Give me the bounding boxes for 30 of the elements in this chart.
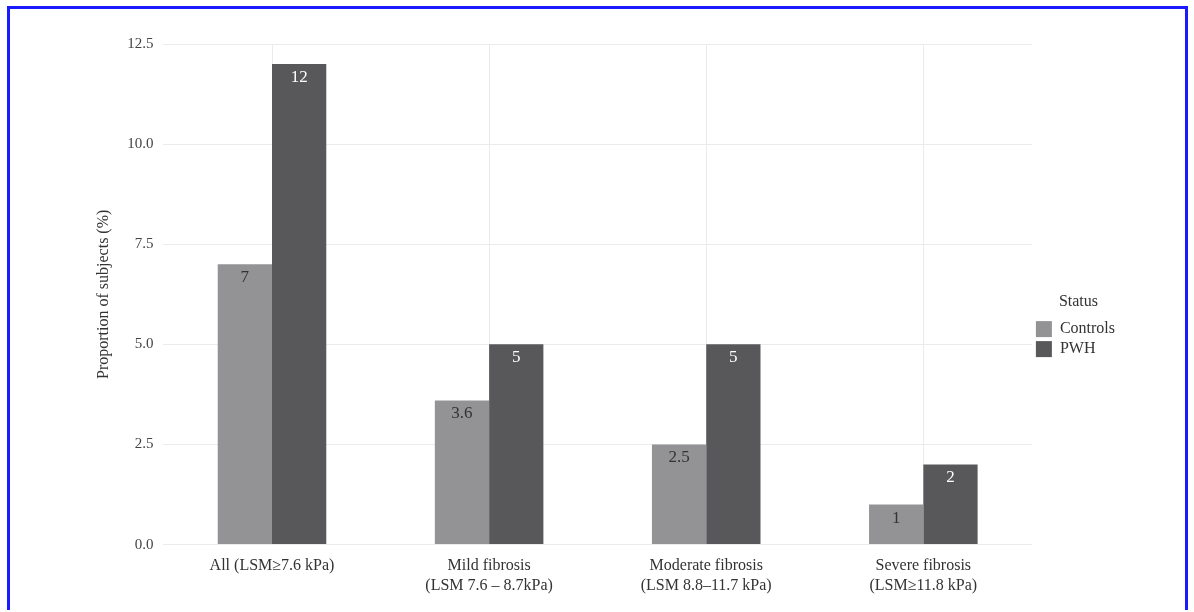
bar (434, 400, 490, 545)
data-label: 5 (512, 347, 521, 367)
y-tick-label: 2.5 (134, 435, 154, 452)
x-tick-label: Mild fibrosis (LSM 7.6 – 8.7kPa) (425, 556, 553, 594)
data-label: 5 (729, 347, 738, 367)
data-label: 7 (240, 267, 250, 287)
bar (706, 344, 761, 545)
y-tick-label: 0.0 (134, 535, 154, 552)
bar (217, 264, 272, 545)
x-tick-label: All (LSM≥7.6 kPa) (209, 556, 335, 575)
y-axis-title: Proportion of subjects (%) (93, 209, 112, 379)
bar (272, 64, 327, 545)
bar (489, 344, 544, 545)
data-label: 1 (891, 507, 901, 527)
data-label: 2 (946, 467, 955, 487)
x-tick-label: Moderate fibrosis (LSM 8.8–11.7 kPa) (640, 556, 772, 594)
bar (651, 444, 707, 545)
data-label: 2.5 (668, 447, 690, 467)
legend-title: Status (1058, 292, 1098, 310)
bar (923, 464, 978, 545)
data-label: 12 (290, 66, 308, 86)
x-tick-label: Severe fibrosis (LSM≥11.8 kPa) (869, 556, 978, 594)
y-tick-label: 5.0 (134, 335, 154, 352)
legend-label: PWH (1059, 339, 1096, 357)
y-tick-label: 10.0 (127, 135, 154, 152)
data-label: 3.6 (451, 403, 473, 423)
y-tick-label: 7.5 (134, 235, 154, 252)
y-tick-label: 12.5 (127, 34, 154, 51)
bar (869, 504, 924, 545)
legend-label: Controls (1059, 319, 1116, 337)
